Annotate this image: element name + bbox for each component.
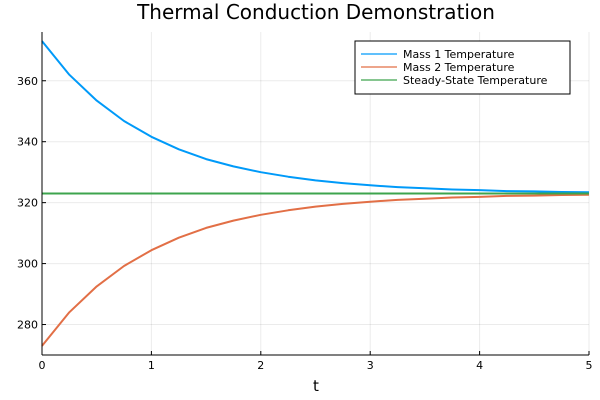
y-tick-label: 300 [17, 258, 38, 271]
x-tick-label: 3 [367, 359, 374, 372]
legend-entry-steady-state: Steady-State Temperature [403, 74, 548, 87]
y-tick-label: 360 [17, 75, 38, 88]
series-line-mass-2 [41, 193, 590, 347]
x-axis-label: t [313, 377, 319, 395]
x-tick-label: 5 [586, 359, 593, 372]
y-tick-labels: 280 300 320 340 360 [17, 75, 38, 332]
series-line-mass-1 [41, 40, 590, 194]
y-tick-label: 340 [17, 136, 38, 149]
x-tick-label: 1 [148, 359, 155, 372]
legend-entry-mass-1: Mass 1 Temperature [403, 48, 515, 61]
chart-title: Thermal Conduction Demonstration [136, 0, 495, 24]
series-layer [41, 40, 590, 347]
y-tick-label: 280 [17, 319, 38, 332]
x-tick-labels: 0 1 2 3 4 5 [39, 359, 593, 372]
x-tick-label: 0 [39, 359, 46, 372]
axes [41, 32, 589, 356]
x-tick-label: 2 [257, 359, 264, 372]
x-tick-label: 4 [476, 359, 483, 372]
y-tick-label: 320 [17, 197, 38, 210]
legend-entry-mass-2: Mass 2 Temperature [403, 61, 515, 74]
